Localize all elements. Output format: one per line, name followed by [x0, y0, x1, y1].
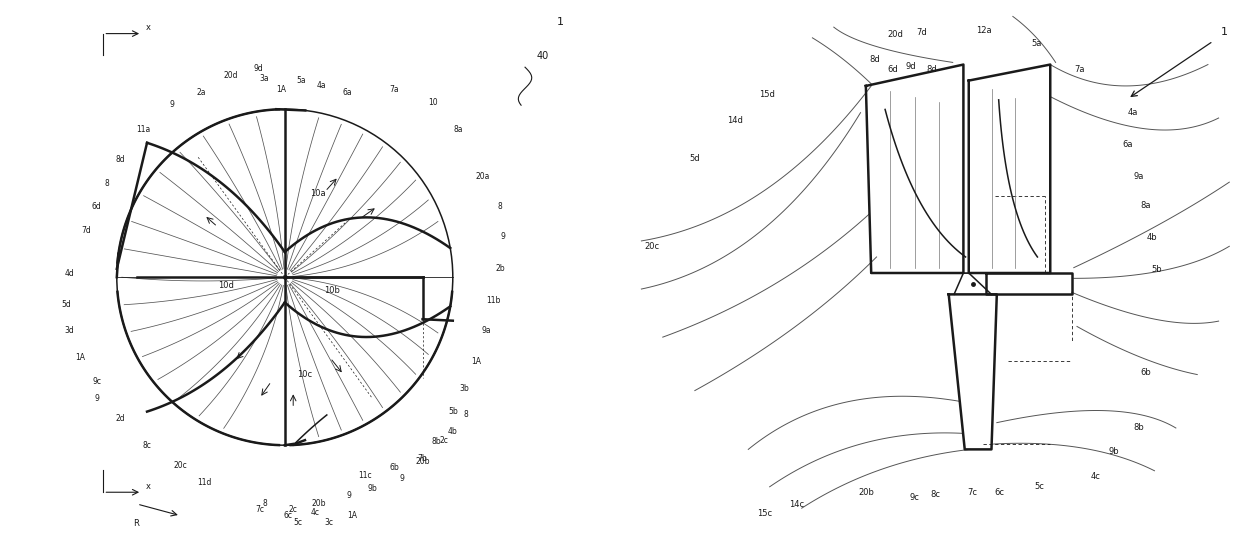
Text: 6c: 6c — [994, 488, 1004, 497]
Text: 1A: 1A — [471, 357, 481, 366]
Text: 14c: 14c — [789, 501, 804, 509]
Text: 9: 9 — [401, 474, 404, 483]
Text: 2c: 2c — [289, 505, 298, 514]
Text: 20c: 20c — [645, 242, 660, 251]
Text: 8: 8 — [464, 411, 469, 419]
Text: 15c: 15c — [756, 509, 771, 518]
Text: 1A: 1A — [74, 353, 84, 363]
Text: 8: 8 — [263, 500, 267, 508]
Text: 7c: 7c — [967, 488, 978, 497]
Text: 9d: 9d — [905, 62, 916, 71]
Text: 20d: 20d — [223, 71, 238, 80]
Text: 11b: 11b — [486, 296, 500, 305]
Text: 5a: 5a — [1032, 39, 1042, 48]
Text: 5c: 5c — [294, 518, 303, 527]
Text: 8d: 8d — [115, 155, 125, 164]
Text: 4a: 4a — [317, 81, 326, 90]
Text: 8d: 8d — [926, 66, 937, 74]
Text: 6d: 6d — [92, 202, 102, 211]
Text: 3d: 3d — [64, 327, 74, 335]
Text: 4c: 4c — [1091, 472, 1101, 480]
Text: 9c: 9c — [909, 493, 919, 502]
Text: 4b: 4b — [1147, 233, 1158, 242]
Text: 40: 40 — [537, 51, 549, 61]
Text: 4c: 4c — [310, 508, 320, 517]
Text: 5c: 5c — [1034, 482, 1044, 491]
Text: 2d: 2d — [115, 414, 125, 423]
Text: 9: 9 — [94, 394, 99, 402]
Text: 20b: 20b — [311, 500, 326, 508]
Text: 15d: 15d — [760, 90, 775, 99]
Text: 6a: 6a — [1122, 140, 1133, 149]
Text: x: x — [145, 482, 150, 491]
Text: 8: 8 — [497, 202, 502, 211]
Text: 7a: 7a — [389, 85, 399, 93]
Text: 14d: 14d — [728, 116, 744, 124]
Text: 3c: 3c — [324, 518, 334, 527]
Text: 2a: 2a — [196, 88, 206, 97]
Text: 2c: 2c — [440, 436, 449, 444]
Text: 9b: 9b — [1109, 447, 1120, 456]
Text: 20c: 20c — [174, 461, 187, 470]
Text: 8a: 8a — [453, 125, 463, 134]
Text: 5d: 5d — [689, 154, 701, 163]
Text: 10c: 10c — [298, 370, 312, 379]
Text: 9a: 9a — [481, 327, 491, 335]
Text: 2b: 2b — [495, 264, 505, 274]
Text: 3a: 3a — [260, 74, 269, 84]
Text: 9d: 9d — [253, 64, 263, 73]
Text: 20a: 20a — [476, 172, 490, 181]
Text: 9: 9 — [170, 100, 175, 109]
Text: 6b: 6b — [389, 462, 399, 472]
Text: 5a: 5a — [296, 76, 306, 85]
Text: 1: 1 — [557, 17, 564, 27]
Text: 8: 8 — [104, 179, 109, 188]
Text: 9: 9 — [346, 491, 351, 500]
Text: 8a: 8a — [1141, 201, 1151, 210]
Text: 6b: 6b — [1141, 368, 1151, 377]
Text: 7b: 7b — [418, 454, 428, 463]
Text: 7d: 7d — [916, 28, 926, 37]
Text: 9b: 9b — [367, 484, 377, 494]
Text: 4a: 4a — [1128, 108, 1138, 117]
Text: 4b: 4b — [448, 428, 458, 436]
Text: x: x — [145, 23, 150, 32]
Text: 1A: 1A — [277, 85, 286, 93]
Text: 7c: 7c — [255, 505, 264, 514]
Text: 3b: 3b — [460, 384, 470, 393]
Text: 11d: 11d — [197, 478, 211, 486]
Text: 8c: 8c — [143, 441, 151, 450]
Text: 8c: 8c — [930, 490, 940, 499]
Text: 6c: 6c — [284, 511, 293, 520]
Text: 5d: 5d — [62, 300, 71, 308]
Text: 11c: 11c — [358, 471, 372, 480]
Text: 8b: 8b — [1133, 424, 1143, 432]
Text: 20d: 20d — [888, 30, 904, 39]
Text: 20b: 20b — [415, 458, 430, 466]
Text: 1: 1 — [1220, 27, 1228, 37]
Text: 9: 9 — [501, 233, 506, 241]
Text: 9c: 9c — [92, 377, 102, 386]
Text: 6d: 6d — [887, 66, 898, 74]
Text: 10b: 10b — [324, 286, 340, 295]
Text: 8d: 8d — [869, 55, 880, 64]
Text: 1A: 1A — [347, 511, 357, 520]
Text: 7a: 7a — [1074, 66, 1085, 74]
Text: 7d: 7d — [82, 225, 92, 235]
Text: 10a: 10a — [310, 189, 326, 198]
Text: 10: 10 — [428, 98, 438, 107]
Text: 8b: 8b — [432, 437, 440, 446]
Text: 12a: 12a — [976, 26, 991, 35]
Text: 5b: 5b — [1151, 265, 1162, 274]
Text: 20b: 20b — [858, 488, 874, 497]
Text: 9a: 9a — [1133, 173, 1143, 181]
Text: 10d: 10d — [218, 281, 234, 290]
Text: 4d: 4d — [64, 269, 74, 278]
Text: R: R — [134, 519, 139, 528]
Text: 5b: 5b — [448, 407, 458, 416]
Text: 6a: 6a — [342, 88, 352, 97]
Text: 11a: 11a — [136, 125, 151, 134]
